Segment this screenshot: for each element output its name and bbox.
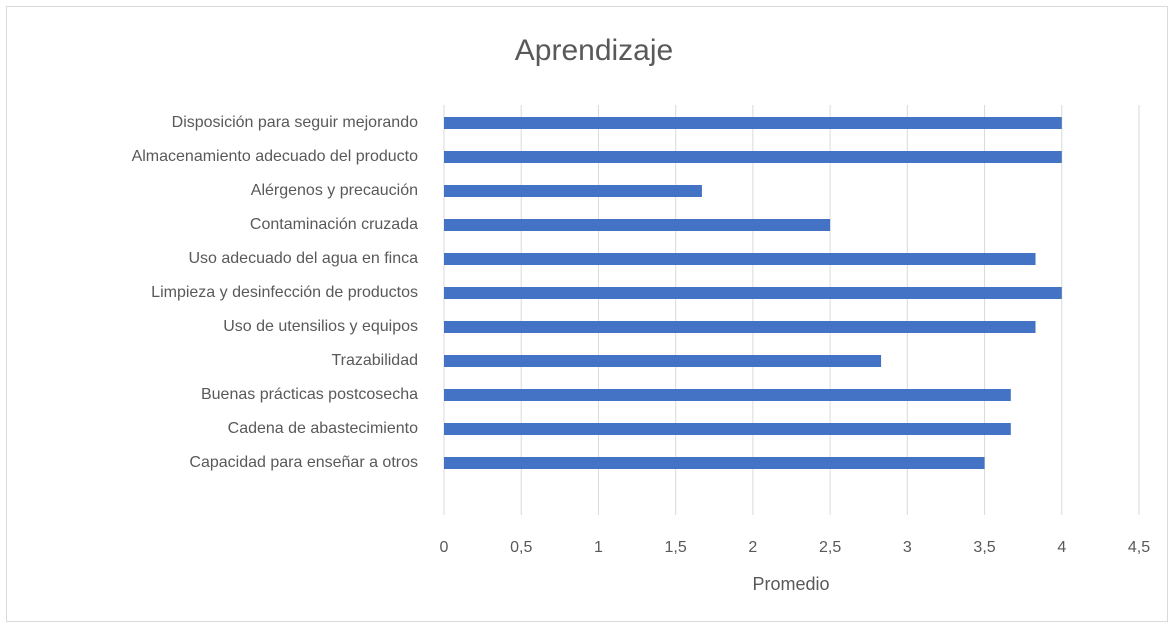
x-tick-label: 1 (594, 539, 603, 556)
bar (444, 355, 882, 367)
x-tick-label: 2 (748, 539, 757, 556)
x-tick-label: 4,5 (1128, 539, 1150, 556)
x-tick-label: 0 (440, 539, 449, 556)
chart-border (6, 6, 1168, 622)
bar (444, 151, 1062, 163)
chart-title: Aprendizaje (515, 34, 673, 67)
x-axis-title: Promedio (752, 574, 829, 594)
bar (444, 117, 1062, 129)
y-tick-label: Contaminación cruzada (250, 216, 418, 233)
bar (444, 321, 1036, 333)
bar (444, 219, 831, 231)
x-tick-label: 2,5 (819, 539, 841, 556)
bar (444, 287, 1062, 299)
y-tick-label: Alérgenos y precaución (251, 182, 418, 199)
y-tick-label: Disposición para seguir mejorando (172, 114, 418, 131)
y-tick-label: Trazabilidad (331, 352, 418, 369)
y-tick-label: Almacenamiento adecuado del producto (132, 148, 419, 165)
y-tick-label: Buenas prácticas postcosecha (201, 386, 418, 403)
x-tick-label: 1,5 (665, 539, 687, 556)
bar (444, 457, 985, 469)
y-tick-label: Limpieza y desinfección de productos (151, 284, 418, 301)
y-tick-label: Cadena de abastecimiento (228, 420, 418, 437)
bar (444, 389, 1011, 401)
y-tick-label: Uso de utensilios y equipos (223, 318, 418, 335)
x-tick-label: 0,5 (510, 539, 532, 556)
x-tick-label: 4 (1057, 539, 1066, 556)
x-tick-label: 3,5 (973, 539, 995, 556)
bar (444, 253, 1036, 265)
y-tick-label: Uso adecuado del agua en finca (188, 250, 418, 267)
bar (444, 185, 702, 197)
bar (444, 423, 1011, 435)
x-tick-label: 3 (903, 539, 912, 556)
y-tick-label: Capacidad para enseñar a otros (189, 454, 418, 471)
